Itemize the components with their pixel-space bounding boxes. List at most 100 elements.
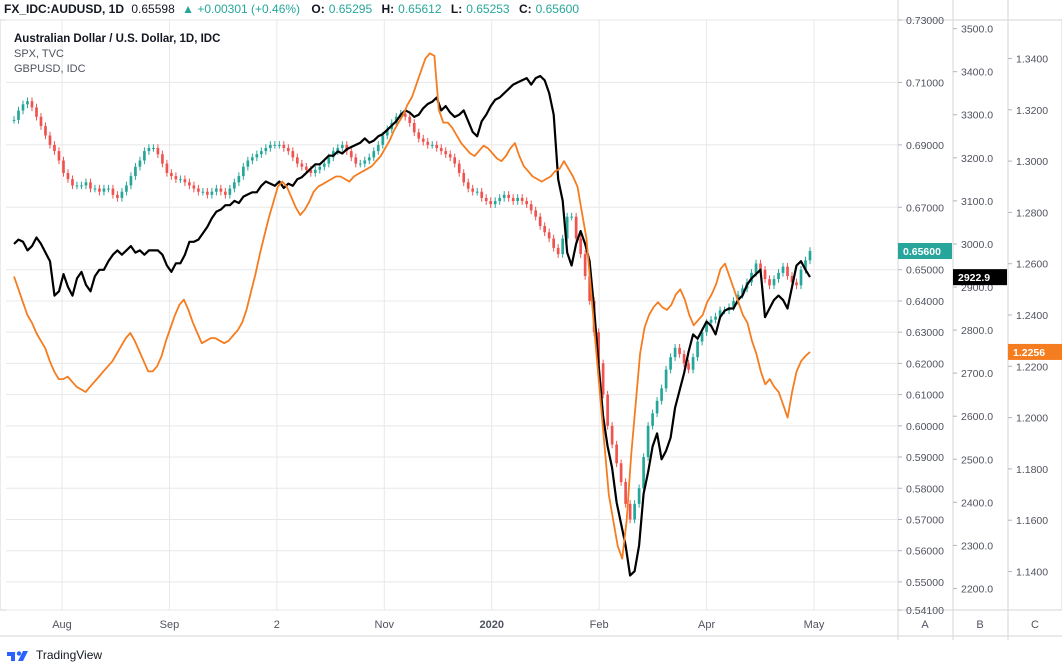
price-chart[interactable]: Aug Sep 2 Nov 2020 Feb Apr May 0.73000 0.71000 0.6… <box>0 0 1062 640</box>
candle-body <box>224 191 227 195</box>
candle-body <box>718 310 722 317</box>
candle-body <box>192 185 196 189</box>
axis-tick-label: 0.54100 <box>906 605 944 617</box>
candle-body <box>529 204 533 211</box>
candle-body <box>322 163 326 167</box>
candle-body <box>71 179 74 186</box>
candle-body <box>552 238 556 248</box>
candle-body <box>453 157 457 164</box>
candle-body <box>601 363 605 395</box>
candle-body <box>579 238 582 255</box>
last-price-label-gbpusd: 1.2256 <box>1013 347 1045 359</box>
last-price-label-spx: 2922.9 <box>958 272 990 284</box>
candle-body <box>543 226 547 233</box>
candle-body <box>781 266 785 273</box>
candle-body <box>471 188 475 192</box>
last-price-label-spx-bg <box>953 269 1007 286</box>
legend-gbpusd-series[interactable]: GBPUSD, IDC <box>14 63 86 75</box>
candle-body <box>268 144 272 148</box>
candle-body <box>691 357 695 370</box>
candle-body <box>138 160 142 167</box>
candle-body <box>102 188 106 192</box>
candle-body <box>12 119 16 121</box>
candle-body <box>17 110 20 120</box>
candle-body <box>511 197 515 202</box>
candle-body <box>152 147 155 149</box>
axis-tick-label: 1.1400 <box>1016 567 1048 579</box>
candle-body <box>714 316 717 320</box>
candle-body <box>291 151 295 158</box>
candle-body <box>313 169 317 173</box>
axis-tick-label: 1.1800 <box>1016 464 1048 476</box>
candle-body <box>705 322 708 333</box>
time-tick-label: 2020 <box>479 619 503 631</box>
candle-body <box>772 279 776 286</box>
axis-tick-label: 0.71000 <box>906 77 944 89</box>
low-value: 0.65253 <box>466 2 510 16</box>
candle-body <box>606 394 609 426</box>
candle-body <box>147 147 151 152</box>
high-value: 0.65612 <box>398 2 442 16</box>
candle-body <box>709 319 713 323</box>
axis-tick-label: 2500.0 <box>961 454 993 466</box>
price-change: ▲ +0.00301 (+0.46%) <box>182 2 301 16</box>
axis-tick-label: 1.2800 <box>1016 207 1048 219</box>
axis-tick-label: 2700.0 <box>961 368 993 380</box>
candle-body <box>282 144 286 148</box>
candle-body <box>439 147 443 152</box>
candle-body <box>57 151 61 161</box>
symbol-name[interactable]: FX_IDC:AUDUSD, 1D <box>4 2 125 16</box>
price-change-value: +0.00301 (+0.46%) <box>197 2 301 16</box>
candle-body <box>358 163 362 165</box>
candle-body <box>583 254 587 276</box>
candle-body <box>498 197 502 202</box>
candle-body <box>520 197 524 202</box>
candle-body <box>651 413 654 426</box>
axis-tick-label: 0.69000 <box>906 140 944 152</box>
legend-main-series[interactable]: Australian Dollar / U.S. Dollar, 1D, IDC <box>14 33 221 45</box>
candle-body <box>174 176 178 180</box>
axis-tick-label: 3500.0 <box>961 24 993 36</box>
legend-spx-series[interactable]: SPX, TVC <box>14 48 64 60</box>
spx-line <box>13 74 811 577</box>
candle-body <box>633 503 636 520</box>
candle-body <box>421 138 425 142</box>
candle-body <box>300 163 304 167</box>
axis-tick-label: 1.2000 <box>1016 413 1048 425</box>
candle-body <box>367 157 371 161</box>
open-value: 0.65295 <box>328 2 373 16</box>
candle-body <box>30 101 34 108</box>
candle-body <box>426 141 430 145</box>
axis-tick-label: 0.67000 <box>906 202 944 214</box>
candle-body <box>480 191 484 198</box>
candle-body <box>107 188 110 190</box>
candle-body <box>655 400 659 414</box>
axis-tick-label: 3300.0 <box>961 110 993 122</box>
scale-label-b: B <box>976 619 983 631</box>
last-price-label-gbpusd-bg <box>1008 343 1062 360</box>
last-price-label-audusd-bg <box>898 243 952 260</box>
candle-body <box>381 135 385 145</box>
candle-body <box>66 172 70 180</box>
footer-brand[interactable]: TradingView <box>6 648 102 662</box>
candle-body <box>646 425 650 458</box>
candle-body <box>143 151 146 161</box>
candle-body <box>264 147 268 152</box>
candle-body <box>619 463 623 483</box>
candle-body <box>475 191 479 193</box>
candle-body <box>26 101 29 105</box>
time-tick-label: Feb <box>590 619 609 631</box>
candle-body <box>336 147 340 152</box>
candle-body <box>48 135 52 145</box>
candle-body <box>273 144 277 146</box>
candle-body <box>565 216 569 239</box>
candle-body <box>165 163 169 173</box>
candle-body <box>430 144 434 146</box>
candle-body <box>525 201 529 205</box>
axis-tick-label: 3100.0 <box>961 196 993 208</box>
candle-body <box>624 482 627 504</box>
candle-body <box>696 341 699 358</box>
candle-body <box>556 247 560 255</box>
candle-body <box>98 188 101 192</box>
candle-body <box>664 369 668 389</box>
